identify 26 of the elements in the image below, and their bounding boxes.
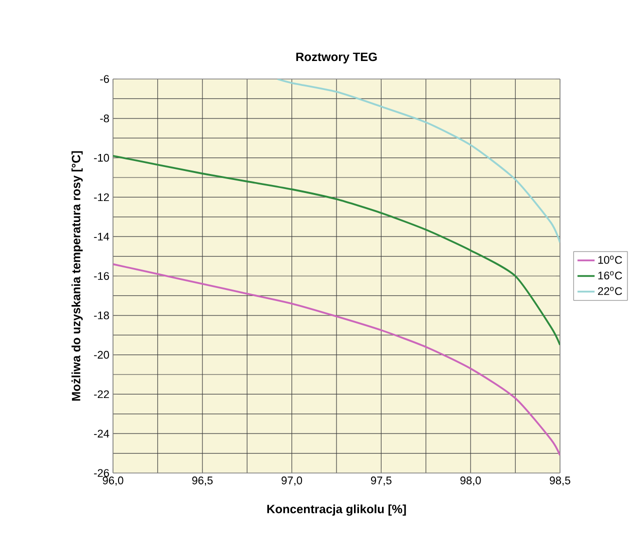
line-series: [276, 79, 560, 244]
y-tick-label: -12: [94, 193, 109, 202]
x-tick-label: 98,5: [550, 476, 570, 486]
y-axis-title: Możliwa do uzyskania temperatura rosy [°C]: [72, 151, 83, 401]
legend-label: 10$^{o}$C: [598, 256, 622, 264]
x-axis-title: Koncentracja glikolu [%]: [267, 504, 406, 516]
y-tick-label: -14: [94, 232, 110, 240]
y-tick-label: -8: [100, 114, 109, 122]
y-tick-label: -24: [94, 430, 110, 438]
legend-label: 16$^{o}$C: [598, 271, 622, 280]
y-tick-label: -16: [94, 272, 109, 280]
x-tick-label: 98,0: [460, 476, 481, 486]
chart-title: Roztwory TEG: [296, 52, 377, 64]
line-series: [113, 154, 560, 346]
y-tick-label: -6: [100, 75, 109, 83]
y-tick-label: -26: [94, 469, 109, 477]
y-tick-label: -18: [94, 312, 109, 320]
y-tick-label: -22: [94, 390, 109, 398]
x-tick-label: 97,0: [282, 476, 302, 486]
x-tick-label: 97,5: [371, 476, 392, 486]
legend-label: 22$^{o}$C: [598, 286, 622, 296]
y-tick-label: -10: [94, 154, 110, 162]
x-tick-label: 96,5: [192, 476, 213, 486]
x-tick-label: 96,0: [102, 476, 124, 486]
line-series: [113, 263, 560, 456]
y-tick-label: -20: [94, 350, 110, 359]
